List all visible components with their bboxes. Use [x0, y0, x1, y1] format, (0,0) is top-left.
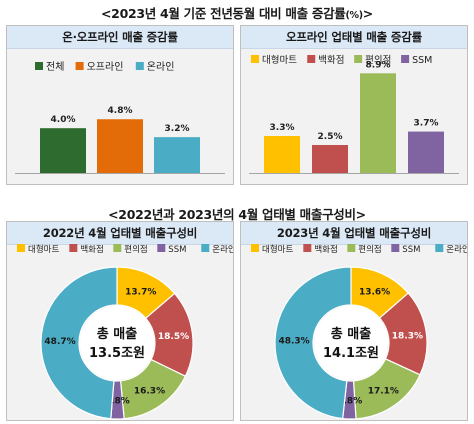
bar0-bar-0	[40, 128, 86, 173]
donut2-slice-4	[40, 266, 118, 420]
bar1-value-label-1: 2.5%	[318, 132, 343, 142]
donut3-center	[314, 306, 388, 380]
bar1-value-label-0: 3.3%	[270, 123, 295, 133]
bar1-legend-label-3: SSM	[412, 55, 432, 66]
top-title-end: >	[362, 6, 373, 21]
donut3-center-total: 14.1조원	[323, 346, 379, 361]
donut3-value-label-0: 13.6%	[359, 288, 390, 298]
donut3-center-title: 총 매출	[331, 326, 371, 342]
bar0-bar-2	[154, 137, 200, 173]
top-section-title: <2023년 4월 기준 전년동월 대비 매출 증감률(%)>	[0, 3, 474, 22]
donut-chart-2022: 대형마트 백화점 편의점 SSM 온라인 13.7% 18.5% 16.3% 2.8% 48.7%…	[17, 244, 233, 420]
bar0-value-label-1: 4.8%	[108, 106, 133, 116]
donut2-value-label-1: 18.5%	[158, 332, 189, 342]
donut2-legend-label-1: 백화점	[80, 244, 103, 255]
donut3-legend-label-4: 온라인	[446, 244, 467, 255]
bar1-legend-swatch-1	[307, 55, 316, 63]
bar1-value-label-3: 3.7%	[414, 119, 439, 129]
donut2-value-label-2: 16.3%	[134, 386, 165, 396]
donut2-legend-label-2: 편의점	[124, 244, 147, 255]
donut3-legend-label-2: 편의점	[358, 244, 381, 255]
donut2-value-label-4: 48.7%	[44, 337, 75, 347]
bar0-value-label-2: 3.2%	[165, 124, 190, 134]
donut-panel-2022: 2022년 4월 업태별 매출구성비 대형마트 백화점 편의점 SSM 온라인 13.7%…	[6, 221, 234, 421]
bar0-legend-label-1: 오프라인	[87, 61, 124, 73]
bar1-legend-swatch-2	[354, 55, 363, 63]
donut3-legend-label-0: 대형마트	[262, 245, 293, 255]
donut3-legend-swatch-2	[347, 244, 356, 252]
donut2-legend-swatch-2	[113, 244, 122, 252]
donut3-legend-swatch-3	[391, 244, 400, 252]
bar0-legend-label-0: 전체	[46, 61, 64, 73]
bar0-legend-label-2: 온라인	[147, 61, 175, 73]
bar1-legend-label-0: 대형마트	[262, 55, 297, 66]
donut2-center-total: 13.5조원	[89, 346, 145, 361]
donut2-legend-label-4: 온라인	[212, 244, 233, 255]
donut2-legend-label-0: 대형마트	[28, 245, 59, 255]
top-title-main: <2023년 4월 기준 전년동월 대비 매출 증감률	[101, 6, 346, 21]
donut2-legend-swatch-1	[69, 244, 78, 252]
bar1-legend-label-2: 편의점	[365, 54, 391, 66]
donut2-legend-swatch-4	[201, 244, 210, 252]
donut2-legend-swatch-3	[157, 244, 166, 252]
donut3-legend-swatch-1	[303, 244, 312, 252]
donut-panel-2023-title: 2023년 4월 업태별 매출구성비	[241, 222, 467, 245]
bar0-legend-swatch-2	[135, 62, 144, 70]
donut2-center-title: 총 매출	[97, 326, 137, 342]
bar0-legend-swatch-0	[35, 62, 43, 70]
donut3-legend-label-3: SSM	[402, 245, 420, 255]
bar1-bar-2	[360, 73, 396, 173]
bar-panel-online-offline: 온·오프라인 매출 증감률 전체 오프라인 온라인 4.0% 4.8% 3.2%	[6, 25, 234, 185]
donut3-legend-swatch-4	[435, 244, 444, 252]
bar1-value-label-2: 8.9%	[366, 60, 391, 70]
donut2-value-label-0: 13.7%	[125, 288, 156, 298]
bar-chart-online-offline: 전체 오프라인 온라인 4.0% 4.8% 3.2%	[15, 61, 225, 174]
bar-panel-offline-format: 오프라인 업태별 매출 증감률 대형마트 백화점 편의점 SSM 3.3% 2.5% 8.9…	[240, 25, 468, 185]
bar1-bar-1	[312, 145, 348, 173]
bar1-legend-label-1: 백화점	[318, 54, 344, 66]
bar0-value-label-0: 4.0%	[51, 115, 76, 125]
bar1-legend-swatch-0	[251, 55, 259, 63]
donut2-legend-swatch-0	[17, 244, 25, 252]
donut3-legend-label-1: 백화점	[314, 244, 337, 255]
donut3-legend-swatch-0	[251, 244, 259, 252]
bar1-legend-swatch-3	[401, 55, 410, 63]
donut3-value-label-3: 2.8%	[337, 396, 362, 406]
bottom-section-title: <2022년과 2023년의 4월 업태별 매출구성비>	[108, 207, 366, 222]
donut3-value-label-2: 17.1%	[368, 386, 399, 396]
donut-panel-2023: 2023년 4월 업태별 매출구성비 대형마트 백화점 편의점 SSM 온라인 13.6%…	[240, 221, 468, 421]
donut-panel-2022-title: 2022년 4월 업태별 매출구성비	[7, 222, 233, 245]
donut2-center	[80, 306, 154, 380]
donut3-value-label-4: 48.3%	[278, 336, 309, 346]
donut2-legend-label-3: SSM	[168, 245, 186, 255]
donut3-value-label-1: 18.3%	[392, 331, 423, 341]
donut2-value-label-3: 2.8%	[105, 396, 130, 406]
bar-panel-offline-format-title: 오프라인 업태별 매출 증감률	[241, 26, 467, 49]
donut3-slice-4	[274, 266, 352, 420]
donut-chart-2023: 대형마트 백화점 편의점 SSM 온라인 13.6% 18.3% 17.1% 2.8% 48.3%…	[251, 244, 467, 420]
top-title-unit: (%)	[345, 10, 363, 21]
bar0-legend-swatch-1	[75, 62, 84, 70]
bar-chart-offline-format: 대형마트 백화점 편의점 SSM 3.3% 2.5% 8.9% 3.7%	[249, 54, 459, 174]
bar1-bar-0	[264, 136, 300, 173]
bar0-bar-1	[97, 119, 143, 173]
bar-panel-online-offline-title: 온·오프라인 매출 증감률	[7, 26, 233, 49]
bar1-bar-3	[408, 131, 444, 173]
